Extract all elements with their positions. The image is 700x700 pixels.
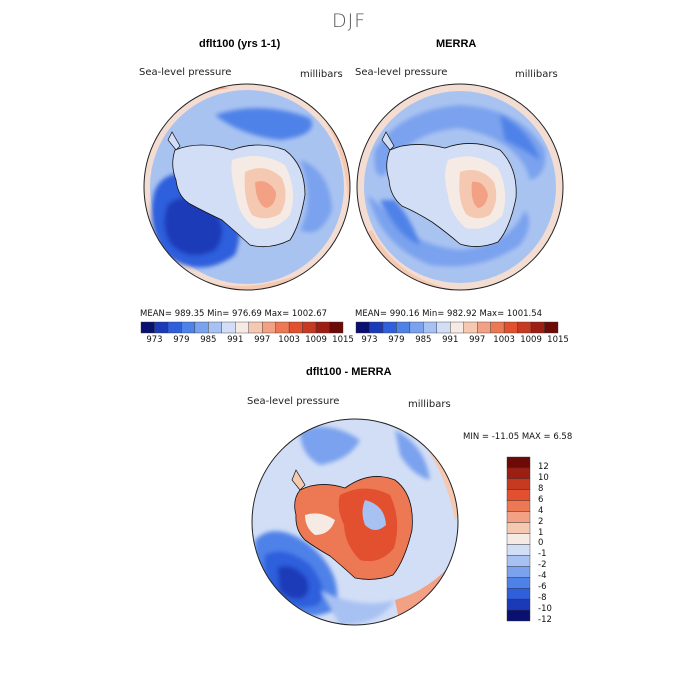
colorbar-panel2-tick-label: 1009 xyxy=(520,335,542,345)
panel1-variable: Sea-level pressure xyxy=(139,67,232,78)
colorbar-panel2-swatch xyxy=(396,321,411,334)
colorbar-difference-tick-label: 1 xyxy=(538,527,544,538)
colorbar-panel1-tick-label: 1009 xyxy=(305,335,327,345)
colorbar-panel2-swatch xyxy=(423,321,438,334)
colorbar-panel1-tick-label: 985 xyxy=(200,335,217,345)
colorbar-panel1-swatch xyxy=(194,321,209,334)
colorbar-difference-tick-label: 8 xyxy=(538,483,544,494)
colorbar-panel1-tick-label: 973 xyxy=(146,335,163,345)
colorbar-difference-swatch xyxy=(506,588,531,600)
colorbar-difference-tick-label: -2 xyxy=(538,560,547,571)
colorbar-panel1-swatch xyxy=(235,321,249,334)
colorbar-panel1-swatch xyxy=(262,321,276,334)
panel3-title: dflt100 - MERRA xyxy=(306,366,392,378)
colorbar-panel2-tick-label: 997 xyxy=(469,335,486,345)
colorbar-difference-tick-label: -8 xyxy=(538,593,547,604)
colorbar-difference-swatch xyxy=(506,598,531,611)
colorbar-difference-tick-label: 4 xyxy=(538,505,544,516)
panel3-units: millibars xyxy=(408,399,451,410)
colorbar-panel2-tick-label: 985 xyxy=(415,335,432,345)
colorbar-difference xyxy=(506,456,531,622)
map3-border xyxy=(251,418,459,626)
colorbar-panel1-swatch xyxy=(140,321,155,334)
colorbar-difference-tick-label: 12 xyxy=(538,461,549,472)
colorbar-difference-swatch xyxy=(506,456,531,469)
colorbar-difference-tick-label: -6 xyxy=(538,582,547,593)
colorbar-panel1-tick-label: 991 xyxy=(227,335,244,345)
colorbar-difference-tick-label: 6 xyxy=(538,494,544,505)
panel3-variable: Sea-level pressure xyxy=(247,396,340,407)
colorbar-panel2 xyxy=(355,321,559,334)
panel2-title: MERRA xyxy=(436,38,477,50)
panel3-stats: MIN = -11.05 MAX = 6.58 xyxy=(463,432,573,442)
map-merra xyxy=(357,84,563,290)
colorbar-difference-swatch xyxy=(506,533,531,545)
colorbar-panel1-swatch xyxy=(167,321,182,334)
colorbar-difference-tick-label: -10 xyxy=(538,604,552,615)
colorbar-panel1-swatch xyxy=(288,321,303,334)
colorbar-panel2-swatch xyxy=(450,321,464,334)
colorbar-panel1 xyxy=(140,321,344,334)
colorbar-panel1-swatch xyxy=(315,321,330,334)
colorbar-panel2-swatch xyxy=(503,321,518,334)
panel2-variable: Sea-level pressure xyxy=(355,67,448,78)
colorbar-panel2-swatch xyxy=(382,321,397,334)
colorbar-panel2-swatch xyxy=(409,321,424,334)
panel2-units: millibars xyxy=(515,69,558,80)
colorbar-panel2-swatch xyxy=(490,321,505,334)
season-title: DJF xyxy=(332,10,367,32)
colorbar-panel2-tick-label: 1015 xyxy=(547,335,569,345)
colorbar-panel1-swatch xyxy=(181,321,196,334)
colorbar-difference-tick-label: 0 xyxy=(538,538,544,549)
colorbar-panel2-swatch xyxy=(517,321,532,334)
colorbar-panel2-swatch xyxy=(544,321,559,334)
panel1-stats: MEAN= 989.35 Min= 976.69 Max= 1002.67 xyxy=(140,309,328,319)
panel2-stats: MEAN= 990.16 Min= 982.92 Max= 1001.54 xyxy=(355,309,543,319)
colorbar-panel2-swatch xyxy=(477,321,491,334)
colorbar-panel1-swatch xyxy=(248,321,263,334)
panel1-units: millibars xyxy=(300,69,343,80)
colorbar-panel2-swatch xyxy=(436,321,451,334)
colorbar-panel2-swatch xyxy=(463,321,478,334)
colorbar-difference-tick-label: 2 xyxy=(538,516,544,527)
panel1-title: dflt100 (yrs 1-1) xyxy=(199,38,281,50)
colorbar-panel1-tick-label: 997 xyxy=(254,335,271,345)
colorbar-difference-swatch xyxy=(506,577,531,589)
colorbar-difference-swatch xyxy=(506,522,531,534)
colorbar-difference-tick-label: -4 xyxy=(538,571,547,582)
colorbar-panel1-tick-label: 1003 xyxy=(278,335,300,345)
map-difference xyxy=(252,419,458,625)
colorbar-panel1-swatch xyxy=(154,321,169,334)
colorbar-difference-swatch xyxy=(506,500,531,512)
colorbar-panel2-tick-label: 991 xyxy=(442,335,459,345)
colorbar-difference-swatch xyxy=(506,489,531,501)
colorbar-panel2-swatch xyxy=(369,321,384,334)
colorbar-difference-tick-label: 10 xyxy=(538,472,549,483)
colorbar-panel1-swatch xyxy=(221,321,236,334)
colorbar-difference-swatch xyxy=(506,555,531,567)
colorbar-panel1-swatch xyxy=(329,321,344,334)
map2-border xyxy=(356,83,564,291)
colorbar-difference-swatch xyxy=(506,609,531,622)
colorbar-panel2-swatch xyxy=(355,321,370,334)
colorbar-difference-swatch xyxy=(506,566,531,578)
colorbar-difference-swatch xyxy=(506,511,531,523)
colorbar-panel2-swatch xyxy=(530,321,545,334)
colorbar-panel2-tick-label: 973 xyxy=(361,335,378,345)
colorbar-difference-swatch xyxy=(506,467,531,480)
colorbar-panel1-tick-label: 979 xyxy=(173,335,190,345)
colorbar-difference-tick-label: -1 xyxy=(538,549,547,560)
map1-border xyxy=(143,83,351,291)
colorbar-panel2-tick-label: 979 xyxy=(388,335,405,345)
colorbar-difference-swatch xyxy=(506,544,531,556)
colorbar-difference-swatch xyxy=(506,478,531,491)
colorbar-panel1-tick-label: 1015 xyxy=(332,335,354,345)
colorbar-panel1-swatch xyxy=(302,321,317,334)
colorbar-panel1-swatch xyxy=(275,321,290,334)
colorbar-difference-tick-label: -12 xyxy=(538,615,552,625)
colorbar-panel1-swatch xyxy=(208,321,222,334)
colorbar-panel2-tick-label: 1003 xyxy=(493,335,515,345)
